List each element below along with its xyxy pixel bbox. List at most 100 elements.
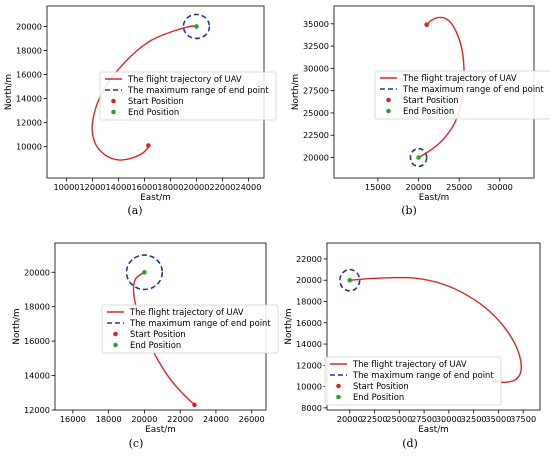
legend-swatch-start [113,331,118,337]
legend-label: The flight trajectory of UAV [352,359,467,369]
x-axis-label: East/m [145,425,176,435]
y-tick-label: 18000 [24,302,50,312]
subplot-caption: (c) [129,437,144,450]
y-tick-label: 20000 [303,153,329,163]
x-tick-label: 18000 [157,182,183,192]
legend-box [101,304,279,354]
x-tick-label: 15000 [365,182,391,192]
end-point [347,277,353,283]
legend-label: Start Position [128,96,184,106]
y-tick-label: 32500 [303,41,329,51]
legend-swatch-start [336,383,341,389]
legend-box [99,71,277,121]
y-tick-label: 22500 [303,130,329,140]
end-point [194,24,199,29]
legend-label: The flight trajectory of UAV [402,73,517,83]
subplot-1: 10000 12000 14000 16000 18000 20000 22000 24000… [4,5,277,217]
x-tick-label: 25000 [386,414,412,424]
y-tick-label: 22000 [296,254,322,264]
legend-label: Start Position [130,329,186,339]
x-tick-label: 24000 [235,182,261,192]
legend-box [324,356,502,406]
legend-label: End Position [130,340,181,350]
y-tick-label: 12000 [16,118,42,128]
y-tick-label: 18000 [16,46,42,56]
y-axis-label: North/m [12,308,22,344]
y-tick-label: 10000 [16,142,42,152]
subplot-caption: (d) [402,437,418,450]
subplot-caption: (b) [401,204,417,217]
x-tick-label: 20000 [131,414,157,424]
legend-label: The flight trajectory of UAV [127,74,242,84]
x-tick-label: 10000 [53,182,79,192]
legend-label: End Position [353,392,404,402]
y-tick-label: 27500 [303,86,329,96]
max-range-circle [409,147,428,168]
legend-label: The flight trajectory of UAV [129,307,244,317]
x-tick-label: 18000 [96,414,122,424]
subplot-caption: (a) [127,204,142,217]
y-tick-label: 20000 [24,267,50,277]
start-point [192,402,197,408]
y-tick-label: 14000 [296,339,322,349]
y-tick-label: 20000 [16,21,42,31]
max-range-circle [339,268,361,292]
subplot-2: 15000 20000 25000 30000 20000 22500 25000 27500… [291,5,550,217]
x-tick-label: 22000 [209,182,235,192]
x-tick-label: 22000 [167,414,193,424]
start-point [424,22,429,28]
x-tick-label: 24000 [203,414,229,424]
legend-label: End Position [128,107,179,117]
y-tick-label: 14000 [24,371,50,381]
subplot-4: 2000022500250002750030000325003500037500… [284,242,541,450]
y-tick-label: 25000 [303,108,329,118]
legend-label: The maximum range of end point [129,318,271,328]
legend-swatch-start [386,97,391,103]
x-axis-label: East/m [419,193,450,203]
x-tick-label: 30000 [487,182,513,192]
x-axis-label: East/m [418,425,449,435]
y-tick-label: 16000 [16,70,42,80]
y-tick-label: 12000 [24,405,50,415]
legend-swatch-start [111,98,116,104]
x-tick-label: 35000 [485,414,511,424]
y-tick-label: 18000 [296,297,322,307]
y-tick-label: 20000 [296,275,322,285]
legend-label: The maximum range of end point [127,85,269,95]
legend-swatch-end [111,109,116,115]
end-point [142,269,147,275]
x-tick-label: 22500 [362,414,388,424]
legend-swatch-end [113,342,118,348]
legend-label: The maximum range of end point [402,84,544,94]
x-tick-label: 25000 [446,182,472,192]
y-tick-label: 14000 [16,94,42,104]
y-tick-label: 30000 [303,63,329,73]
trajectory-line [91,25,197,161]
x-tick-label: 37500 [510,414,536,424]
x-tick-label: 16000 [60,414,86,424]
y-tick-label: 8000 [301,403,322,413]
x-tick-label: 30000 [436,414,462,424]
y-tick-label: 35000 [303,19,329,29]
y-tick-label: 10000 [296,382,322,392]
legend-swatch-end [386,108,391,114]
x-tick-label: 32500 [461,414,487,424]
x-tick-label: 26000 [239,414,265,424]
legend-swatch-end [336,394,341,400]
legend-label: The maximum range of end point [352,370,494,380]
y-axis-label: North/m [4,74,14,110]
legend-label: Start Position [353,381,409,391]
subplot-3: 16000 18000 20000 22000 24000 26000 12000 14000… [12,242,279,450]
legend-label: Start Position [403,95,459,105]
y-tick-label: 16000 [24,336,50,346]
start-point [146,143,151,148]
trajectory-line [349,276,522,384]
y-axis-label: North/m [291,74,301,110]
x-tick-label: 12000 [79,182,105,192]
y-tick-label: 12000 [296,360,322,370]
